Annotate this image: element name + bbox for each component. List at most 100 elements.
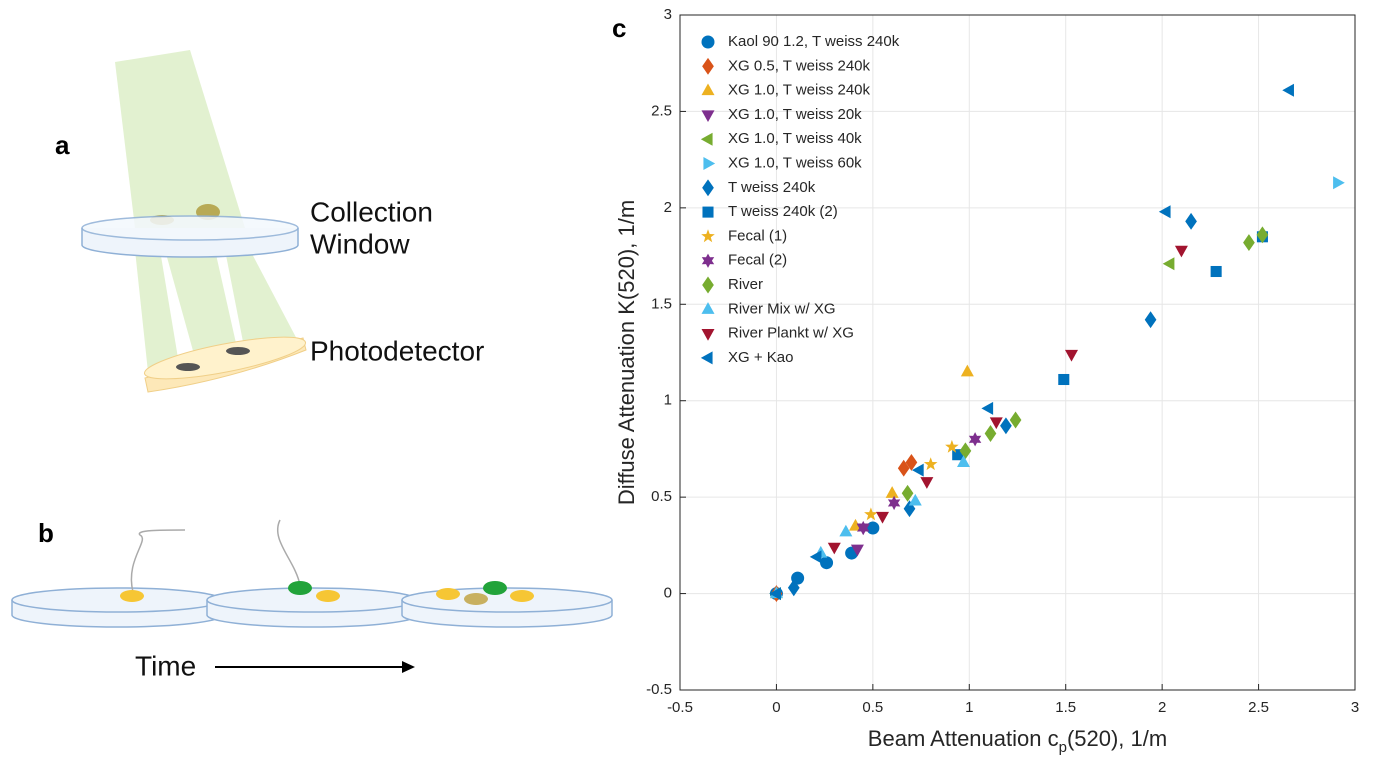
data-point [839, 524, 853, 537]
legend-marker [701, 329, 715, 341]
legend-label: River [728, 276, 763, 293]
data-point [885, 486, 899, 498]
x-tick-label: 1 [965, 699, 973, 716]
legend-marker [702, 179, 714, 197]
x-axis-label-part: Beam Attenuation c [868, 726, 1059, 751]
data-point [959, 442, 972, 460]
data-point [1256, 226, 1269, 244]
y-axis-label: Diffuse Attenuation K(520), 1/m [614, 200, 639, 505]
data-point [1000, 417, 1012, 435]
y-tick-label: 0.5 [651, 488, 672, 505]
legend-label: Fecal (1) [728, 227, 787, 244]
y-tick-label: -0.5 [646, 681, 672, 698]
x-axis-label: Beam Attenuation cp(520), 1/m [868, 726, 1167, 757]
data-point [1243, 234, 1255, 252]
diagram-label: Window [310, 228, 410, 259]
y-tick-label: 0 [664, 585, 672, 602]
data-point [809, 550, 822, 564]
diagram-b [11, 519, 613, 628]
data-point [920, 477, 934, 489]
data-point [908, 493, 922, 506]
data-point [1162, 257, 1175, 271]
x-tick-label: 2 [1158, 699, 1166, 716]
legend-marker [700, 351, 713, 365]
legend-label: Fecal (2) [728, 252, 787, 269]
x-tick-label: -0.5 [667, 699, 693, 716]
data-point [1174, 245, 1188, 258]
data-point [984, 425, 997, 442]
x-axis-label-part: p [1059, 739, 1067, 756]
diagram-a [81, 50, 307, 393]
data-point [911, 463, 924, 477]
y-tick-label: 2 [664, 199, 672, 216]
legend-marker [701, 83, 715, 96]
data-point [957, 455, 970, 467]
y-tick-label: 2.5 [651, 102, 672, 119]
y-tick-label: 3 [664, 6, 672, 23]
legend-marker [702, 57, 714, 75]
legend-label: T weiss 240k (2) [728, 203, 838, 220]
legend-marker [701, 229, 715, 243]
legend-marker [701, 35, 715, 49]
data-point [1144, 311, 1157, 329]
data-point [1333, 176, 1345, 190]
data-point [1065, 349, 1078, 362]
legend-label: River Mix w/ XG [728, 300, 836, 317]
chart: -0.5 0 0.5 1 1.5 2 2.5 3 -0.5 0 0.5 1 1.5 2 2.5 3 Beam A… [614, 6, 1359, 757]
x-tick-label: 0 [772, 699, 780, 716]
data-point [1282, 83, 1294, 97]
data-point [897, 459, 910, 477]
x-axis-label-part: (520), 1/m [1067, 726, 1167, 751]
panel-label: a [55, 130, 70, 160]
legend-label: T weiss 240k [728, 179, 816, 196]
data-point [1185, 212, 1197, 230]
data-point [1058, 373, 1070, 386]
data-point [887, 495, 901, 511]
data-point [849, 518, 862, 531]
data-point [901, 484, 914, 502]
data-point [1210, 265, 1222, 278]
legend-marker [701, 110, 715, 123]
x-tick-label: 0.5 [862, 699, 883, 716]
x-tick-label: 1.5 [1055, 699, 1076, 716]
data-point [989, 417, 1003, 430]
data-point [981, 401, 994, 415]
diagram-label: Photodetector [310, 335, 484, 366]
legend-label: XG + Kao [728, 349, 793, 366]
x-tick-label: 2.5 [1248, 699, 1269, 716]
legend-label: XG 0.5, T weiss 240k [728, 57, 871, 74]
data-point [960, 364, 974, 377]
data-point [876, 511, 889, 524]
panel-label: c [612, 13, 626, 43]
legend-label: XG 1.0, T weiss 40k [728, 130, 862, 147]
legend-label: XG 1.0, T weiss 240k [728, 82, 871, 99]
y-tick-label: 1 [664, 392, 672, 409]
data-point [945, 439, 959, 453]
legend-label: River Plankt w/ XG [728, 325, 854, 342]
data-point [827, 542, 841, 555]
data-point [866, 521, 880, 535]
legend-marker [703, 157, 716, 170]
diagram-label: Time [135, 650, 196, 681]
data-point [923, 457, 938, 471]
data-point [864, 507, 878, 521]
data-point [857, 520, 870, 536]
legend-marker [700, 132, 713, 146]
data-point [769, 587, 781, 601]
legend-label: Kaol 90 1.2, T weiss 240k [728, 33, 900, 50]
data-point [787, 579, 800, 597]
legend-label: XG 1.0, T weiss 60k [728, 154, 862, 171]
x-tick-label: 3 [1351, 699, 1359, 716]
y-tick-label: 1.5 [651, 295, 672, 312]
data-point [968, 432, 982, 447]
axes-box [679, 14, 1356, 691]
data-point [905, 453, 918, 471]
data-point [820, 556, 834, 570]
data-point [1158, 205, 1171, 219]
arrow-head [402, 661, 415, 673]
legend-marker [702, 206, 714, 218]
data-point [850, 544, 864, 557]
diagram-label: Collection [310, 196, 433, 227]
legend-marker [701, 302, 715, 314]
